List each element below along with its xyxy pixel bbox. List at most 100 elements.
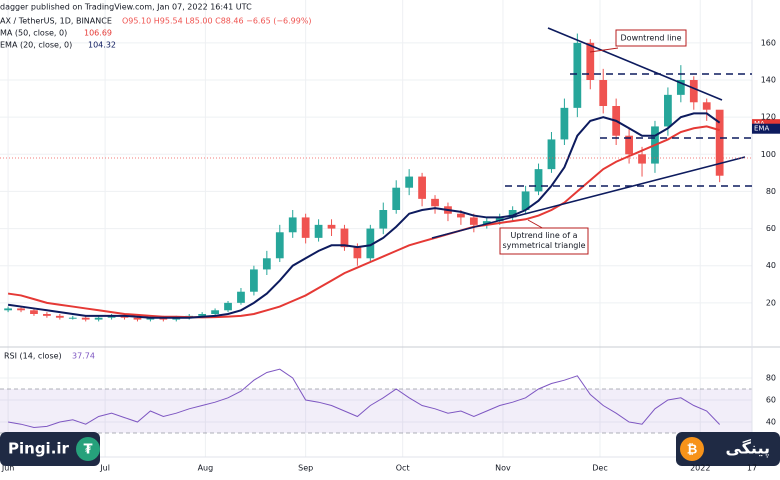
candle-body [702,102,711,110]
plot-layer [4,33,724,429]
price-tag [752,123,780,134]
candle-body [560,107,569,140]
candle-body [211,310,219,314]
candle-body [250,269,258,292]
brand: پینگی [725,439,770,459]
y-tick-label: 40 [766,261,776,270]
candle-body [586,42,595,80]
candle-body [676,80,685,95]
candle-body [340,228,349,248]
candle-body [431,198,439,207]
candle-body [379,210,388,229]
y-tick-label: 60 [766,224,776,233]
y-tick-label: 20 [766,298,776,307]
logo-badge [676,432,780,466]
y-tick-label: 40 [766,418,776,427]
rsi-line [8,368,721,429]
annotation-wrap: Uptrend line of a symmetrical triangle [502,231,586,250]
candle-body [534,169,543,192]
candle-body [392,187,401,210]
x-tick-label: Jul [99,464,110,473]
candle-body [301,217,310,238]
moving-average [7,125,720,319]
annotation-pointer [589,47,619,53]
candle-body [133,317,142,320]
icon-glyph: ₮ [83,443,92,458]
candle-body [288,217,297,233]
drawings [0,27,752,239]
icon-glyph: ₿ [687,443,698,458]
candle-body [81,317,90,320]
logo-badge [0,432,100,466]
rsi-title: RSI (14, close) [4,352,62,361]
candle-body [30,310,38,314]
downtrend-line [547,27,723,101]
candle-body [715,109,724,176]
candle-body [353,247,362,259]
x-tick-label: Oct [396,464,410,473]
y-tick-label: 140 [761,76,776,85]
candle-body [689,80,698,103]
candle-body [418,176,426,199]
candle-body [625,135,633,155]
candle-body [327,224,336,229]
candle-body [43,314,51,316]
x-tick-label: Sep [298,464,313,473]
legend-entry: MA (50, close, 0) [0,29,67,38]
candle-body [469,217,478,225]
x-tick-label: Aug [198,464,214,473]
candle-body [457,213,465,218]
legend-value: 106.69 [84,29,112,38]
rsi-value: 37.74 [72,352,95,361]
x-tick-label: 17 [747,464,757,473]
candle-body [198,314,207,316]
annotation: Uptrend line of a symmetrical triangle [502,231,586,250]
annotation-box [499,227,589,255]
x-tick-label: Jun [1,464,15,473]
candle-body [638,154,646,164]
ohlc-label: O95.10 H95.54 L85.00 C88.46 −6.65 (−6.99… [122,17,312,26]
candle-body [314,224,323,238]
y-tick-label: 120 [761,113,776,122]
moving-average [7,112,721,319]
y-tick-label: 100 [761,150,776,159]
candle-body [366,228,375,259]
uptrend-line [431,156,746,239]
candle-body [495,217,504,222]
legend-value: 104.32 [88,41,116,50]
price-tag-label: EMA [754,125,769,133]
candle-body [68,317,77,319]
tether-icon [76,437,100,461]
x-tick-label: Dec [592,464,607,473]
annotation: Downtrend line [621,34,682,43]
brand: Pingi.ir [8,440,70,458]
x-tick-label: 2022 [690,464,710,473]
candle-body [573,42,582,108]
y-tick-label: 80 [766,374,776,383]
candle-body [262,258,271,270]
candle-body [55,315,64,318]
candle-body [521,191,530,210]
y-tick-label: 80 [766,187,776,196]
legend-entry: EMA (20, close, 0) [0,41,72,50]
price-tags: MAEMA [752,119,780,134]
bitcoin-icon [680,437,704,461]
annotation-box [615,29,687,47]
y-tick-label: 160 [761,38,776,47]
candle-body [405,176,414,188]
candle-body [224,302,232,311]
rsi-band [0,389,752,433]
candle-body [547,139,556,170]
x-tick-label: Nov [495,464,511,473]
candle-body [275,232,284,259]
candle-body [94,317,103,320]
candle-body [599,80,608,106]
candle-body [508,210,517,218]
chart-title: AX / TetherUS, 1D, BINANCE [0,17,112,26]
candle-body [17,308,25,311]
candle-body [664,94,672,127]
y-tick-label: 60 [766,396,776,405]
candle-body [237,291,245,303]
source: dagger published on TradingView.com, Jan… [0,3,252,12]
